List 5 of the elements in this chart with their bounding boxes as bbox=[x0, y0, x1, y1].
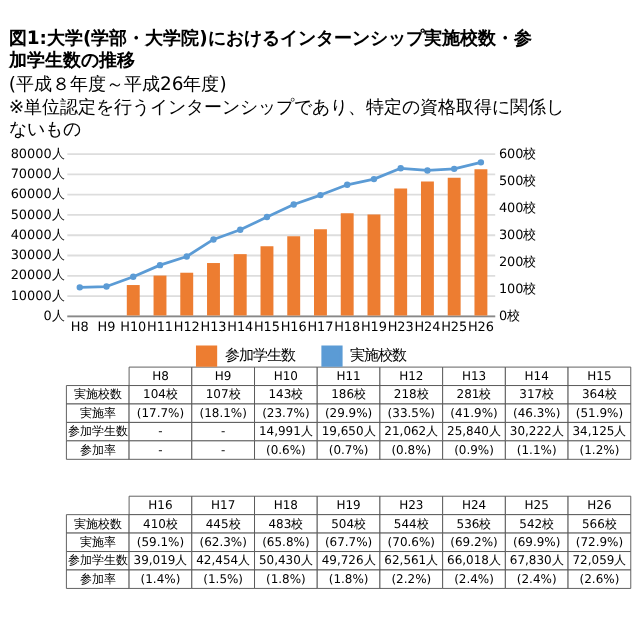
chart-title: 図1:大学(学部・大学院)におけるインターンシップ実施校数・参加学生数の推移 bbox=[6, 28, 532, 73]
legend-label: 参加学生数 bbox=[225, 345, 296, 364]
chart-subtitle: (平成８年度～平成26年度) bbox=[8, 74, 227, 97]
legend-label: 実施校数 bbox=[350, 345, 407, 364]
text: ※単位認定を行うインターンシップであり、特定の資格取得に関係しないもの bbox=[8, 96, 565, 141]
